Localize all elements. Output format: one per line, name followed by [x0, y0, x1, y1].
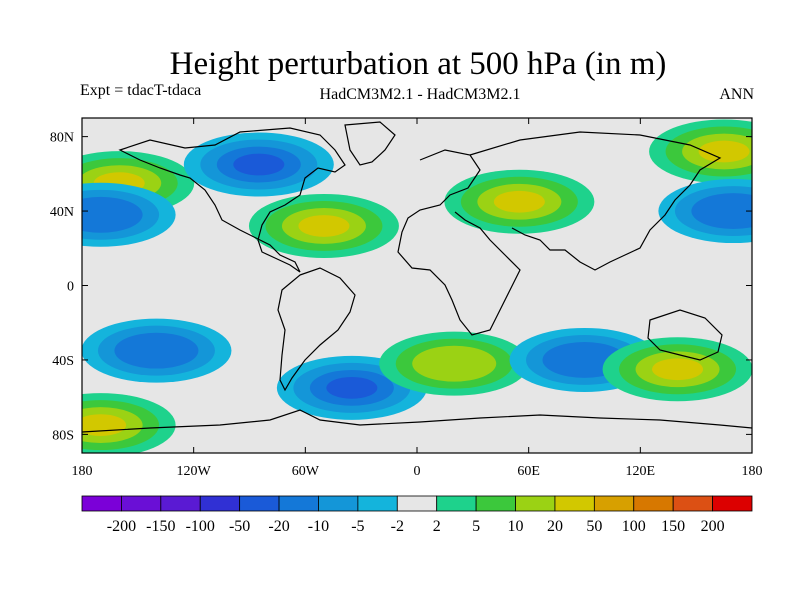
lon-tick-label: 180: [742, 464, 763, 479]
colorbar-swatch: [81, 495, 122, 512]
contour-fill-layer: [82, 119, 752, 453]
colorbar-swatch: [239, 495, 280, 512]
axis-layer: 80N 40N 0 40S 80S 180 120W 60W 0 60E 120E 180: [50, 118, 763, 479]
colorbar-swatch: [121, 495, 162, 512]
colorbar-swatch: [436, 495, 477, 512]
coastline-australia: [647, 309, 723, 361]
colorbar-swatch: [672, 495, 713, 512]
plot-title: Height perturbation at 500 hPa (in m): [169, 46, 667, 82]
anomaly-contour-eurasia_pos: [493, 190, 545, 213]
anomaly-contour-sh_neg1: [114, 332, 199, 369]
colorbar-swatch: [593, 495, 635, 512]
model-label: HadCM3M2.1 - HadCM3M2.1: [319, 86, 521, 103]
colorbar-swatch: [712, 495, 753, 512]
anomaly-contour-pac_e_pos: [698, 140, 750, 163]
lon-tick-label: 180: [72, 464, 93, 479]
colorbar-label: -50: [229, 518, 250, 535]
colorbar-swatch: [515, 495, 556, 512]
colorbar-label: -200: [107, 518, 136, 535]
coastline-antarctica: [82, 409, 752, 433]
colorbar-swatch: [199, 495, 241, 512]
colorbar-label: 5: [472, 518, 480, 535]
anomaly-contour-sh_pos1: [412, 345, 497, 382]
colorbar-swatch: [475, 495, 516, 512]
lat-tick-label: 40N: [50, 205, 74, 220]
lon-tick-label: 120W: [177, 464, 212, 479]
colorbar-swatch: [633, 495, 674, 512]
lon-tick-label: 120E: [626, 464, 656, 479]
colorbar-swatch: [318, 495, 359, 512]
colorbar-label: -5: [351, 518, 364, 535]
coastline-asia: [469, 131, 722, 271]
lat-tick-label: 80S: [52, 428, 74, 443]
coastline-south-america: [277, 267, 356, 392]
colorbar-label: 20: [547, 518, 563, 535]
lat-tick-label: 40S: [52, 354, 74, 369]
coastline-north-america: [118, 127, 346, 273]
season-label: ANN: [719, 86, 754, 103]
lat-tick-label: 0: [67, 280, 74, 295]
experiment-label: Expt = tdacT-tdaca: [80, 82, 202, 99]
colorbar-swatch: [357, 495, 398, 512]
colorbar-label: 10: [508, 518, 524, 535]
colorbar-swatch: [278, 495, 319, 512]
colorbar-label: 50: [586, 518, 602, 535]
colorbar-label: 150: [661, 518, 685, 535]
anomaly-contour-nh_low: [233, 153, 285, 176]
anomaly-contour-pac_e_neg: [691, 193, 752, 229]
colorbar-label: -10: [308, 518, 329, 535]
colorbar-label: -2: [391, 518, 404, 535]
colorbar-swatch: [554, 495, 595, 512]
colorbar-swatch: [396, 495, 438, 512]
coastline-europe-africa: [397, 149, 521, 336]
colorbar-swatch: [160, 495, 201, 512]
lat-tick-label: 80N: [50, 131, 74, 146]
coastline-layer: [82, 121, 752, 433]
anomaly-contour-sh_neg2: [326, 376, 378, 399]
colorbar-label: -100: [186, 518, 215, 535]
anomaly-contour-pac_e_neg2: [82, 196, 143, 233]
lon-tick-label: 0: [414, 464, 421, 479]
colorbar-label: -150: [146, 518, 175, 535]
anomaly-contour-atl_pos: [298, 215, 350, 237]
lon-tick-label: 60E: [517, 464, 540, 479]
anomaly-contour-sh_pos2: [652, 358, 704, 381]
anomaly-contour-sh_pos3: [82, 414, 127, 436]
lon-tick-label: 60W: [292, 464, 320, 479]
colorbar-label: 100: [622, 518, 646, 535]
colorbar: -200 -150 -100 -50 -20 -10 -5 -2 2 5 10 20 50 100 150 2…: [81, 495, 753, 535]
colorbar-label: -20: [268, 518, 289, 535]
colorbar-label: 200: [701, 518, 725, 535]
coastline-greenland: [344, 121, 396, 166]
colorbar-label: 2: [433, 518, 441, 535]
